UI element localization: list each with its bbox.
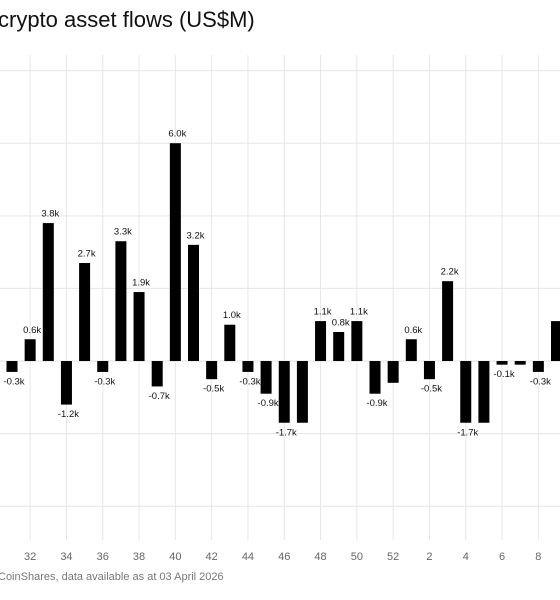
value-label: -1.2k	[58, 409, 79, 420]
x-tick-label: 4	[463, 551, 469, 563]
value-label: 0.6k	[23, 325, 41, 336]
value-label: 2.2k	[441, 267, 459, 278]
bar	[169, 143, 181, 362]
bar	[188, 244, 199, 362]
bar	[42, 223, 54, 362]
bar	[496, 361, 508, 365]
x-tick-label: 46	[278, 551, 290, 563]
bar	[369, 361, 381, 394]
bar	[60, 361, 72, 405]
bar	[6, 361, 18, 372]
value-label: -0.5k	[421, 384, 442, 395]
bar	[224, 324, 236, 362]
value-label: -1.7k	[276, 427, 297, 438]
value-label: 3.2k	[187, 230, 205, 241]
x-tick-label: 32	[24, 551, 36, 563]
x-tick-label: 38	[133, 551, 145, 563]
bar	[551, 321, 560, 362]
bar	[206, 361, 218, 380]
bar	[460, 361, 472, 423]
x-tick-label: 36	[97, 551, 109, 563]
value-label: -0.7k	[149, 391, 170, 402]
value-label: 2.7k	[78, 249, 96, 260]
bar	[514, 361, 526, 365]
value-label: 1.9k	[132, 278, 150, 289]
x-tick-label: 44	[242, 551, 254, 563]
value-label: -0.5k	[203, 384, 224, 395]
chart-title: crypto asset flows (US$M)	[0, 7, 255, 32]
bar	[242, 361, 254, 372]
value-label: 3.8k	[41, 209, 59, 220]
bar	[151, 361, 163, 387]
value-label: 1.1k	[314, 307, 332, 318]
x-tick-label: 40	[169, 551, 181, 563]
bar	[387, 361, 399, 383]
value-label: -0.9k	[366, 398, 387, 409]
source-note: CoinShares, data available as at 03 Apri…	[0, 571, 224, 583]
bar	[532, 361, 544, 372]
x-tick-label: 34	[60, 551, 72, 563]
bar	[115, 241, 127, 362]
value-label: 0.6k	[404, 325, 422, 336]
value-label: -0.3k	[94, 376, 115, 387]
bar	[260, 361, 272, 394]
x-tick-label: 8	[535, 551, 541, 563]
bar	[478, 361, 490, 423]
bar	[278, 361, 290, 423]
value-label: -0.3k	[530, 376, 551, 387]
x-tick-label: 48	[314, 551, 326, 563]
bar	[97, 361, 109, 372]
value-label: 6.0k	[168, 129, 186, 140]
bar	[442, 281, 454, 362]
value-label: 3.3k	[114, 227, 132, 238]
value-label: 0.8k	[332, 318, 350, 329]
bar	[333, 331, 345, 362]
bar	[24, 339, 36, 362]
bar	[351, 321, 363, 362]
value-label: -1.7k	[457, 427, 478, 438]
x-tick-label: 50	[351, 551, 363, 563]
x-tick-label: 52	[387, 551, 399, 563]
bar	[423, 361, 435, 380]
value-label: -0.3k	[239, 376, 260, 387]
x-tick-label: 2	[426, 551, 432, 563]
bar	[405, 339, 417, 362]
bar	[133, 292, 145, 362]
value-label: -0.1k	[493, 369, 514, 380]
value-label: 1.1k	[350, 307, 368, 318]
x-tick-label: 6	[499, 551, 505, 563]
bar	[79, 263, 91, 362]
value-label: 1.0k	[223, 310, 241, 321]
value-label: -0.9k	[258, 398, 279, 409]
bar	[296, 361, 308, 423]
value-label: -0.3k	[3, 376, 24, 387]
bar	[315, 321, 327, 362]
x-tick-label: 42	[206, 551, 218, 563]
